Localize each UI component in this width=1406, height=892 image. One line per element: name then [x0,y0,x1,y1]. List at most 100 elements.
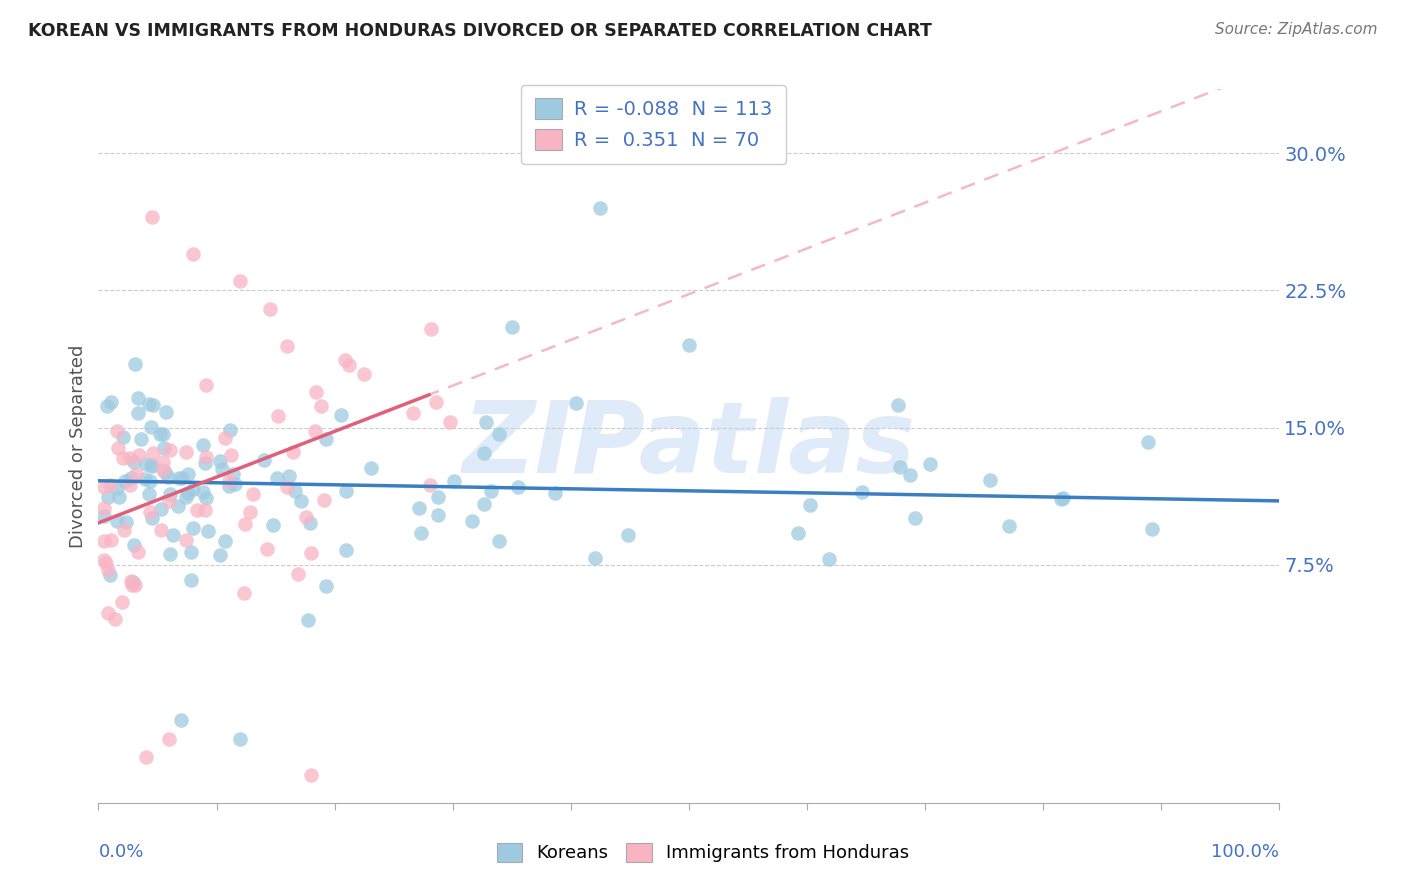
Text: 100.0%: 100.0% [1212,843,1279,861]
Point [208,549,231,563]
Point [180,573,202,587]
Point [214,431,236,445]
Point [139,420,162,434]
Point [472,497,495,511]
Point [111,595,134,609]
Point [124,455,146,469]
Point [194,450,217,464]
Point [360,461,382,475]
Point [191,485,214,500]
Point [229,731,252,746]
Point [93,508,115,523]
Point [479,484,502,499]
Point [134,472,156,486]
Point [159,547,181,561]
Point [107,442,129,456]
Point [315,432,337,446]
Point [118,478,141,492]
Point [159,443,181,458]
Point [135,750,157,764]
Point [112,523,135,537]
Point [149,523,172,537]
Point [402,406,425,420]
Point [127,392,149,406]
Point [232,586,254,600]
Legend: R = -0.088  N = 113, R =  0.351  N = 70: R = -0.088 N = 113, R = 0.351 N = 70 [522,85,786,164]
Point [616,528,638,542]
Point [298,516,321,531]
Point [305,384,328,399]
Point [120,471,142,485]
Point [156,470,179,484]
Text: 0.0%: 0.0% [98,843,143,861]
Point [218,475,240,489]
Point [224,477,246,491]
Point [129,433,152,447]
Point [589,201,612,215]
Point [214,533,236,548]
Point [93,534,115,549]
Point [886,398,908,412]
Point [898,468,921,483]
Point [211,461,233,475]
Point [135,458,157,472]
Point [108,490,131,504]
Point [259,301,281,316]
Point [100,533,122,547]
Point [333,353,356,368]
Point [170,470,193,484]
Point [167,499,190,513]
Point [221,467,243,482]
Point [142,398,165,412]
Point [121,578,143,592]
Point [998,519,1021,533]
Text: Source: ZipAtlas.com: Source: ZipAtlas.com [1215,22,1378,37]
Point [583,550,606,565]
Point [262,518,284,533]
Point [138,487,160,501]
Point [176,533,198,548]
Point [299,768,322,782]
Point [97,563,120,577]
Point [979,474,1001,488]
Point [141,458,163,473]
Point [98,568,121,582]
Point [100,395,122,409]
Point [219,448,242,462]
Point [851,485,873,500]
Point [114,515,136,529]
Point [104,612,127,626]
Point [419,478,441,492]
Point [105,514,128,528]
Point [233,516,256,531]
Point [149,502,172,516]
Point [141,511,163,525]
Point [817,551,839,566]
Point [105,424,128,438]
Point [283,444,305,458]
Point [420,322,443,336]
Point [335,543,357,558]
Point [461,514,484,528]
Text: ZIPatlas: ZIPatlas [463,398,915,494]
Point [124,578,146,592]
Point [506,480,529,494]
Point [194,378,217,392]
Point [426,490,449,504]
Point [127,406,149,420]
Point [107,481,129,495]
Point [488,533,510,548]
Point [439,415,461,429]
Point [97,606,120,620]
Point [267,409,290,424]
Point [290,494,312,508]
Point [93,480,115,494]
Point [139,458,162,473]
Point [253,453,276,467]
Point [176,485,198,500]
Point [121,575,143,590]
Legend: Koreans, Immigrants from Honduras: Koreans, Immigrants from Honduras [489,836,917,870]
Point [409,525,432,540]
Point [128,448,150,462]
Point [152,463,174,477]
